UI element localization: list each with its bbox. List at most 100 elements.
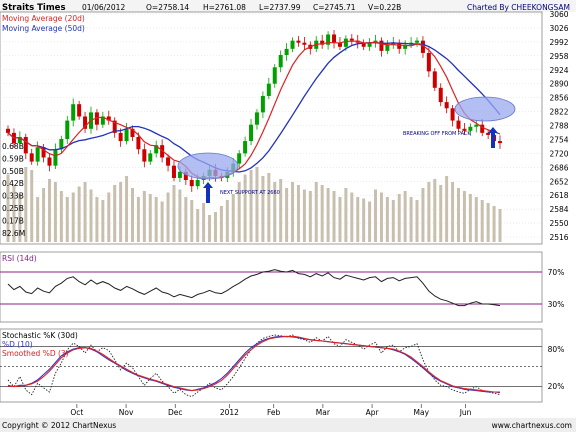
candle-body [403, 44, 408, 49]
volume-bar [202, 203, 206, 242]
volume-bar [113, 185, 117, 242]
candlesticks [6, 29, 502, 192]
candle-body [474, 124, 479, 127]
header-high: H=2761.08 [203, 3, 246, 12]
candle-body [136, 136, 141, 150]
candle-body [302, 42, 307, 45]
footer-copyright: Copyright © 2012 ChartNexus [2, 421, 116, 430]
candle-body [391, 42, 396, 45]
volume-bar [172, 185, 176, 242]
volume-bar [219, 206, 223, 242]
candle-body [154, 145, 159, 154]
candle-body [420, 40, 425, 53]
candle-body [337, 42, 342, 47]
x-tick-label: Feb [267, 408, 281, 417]
volume-bar [166, 192, 170, 242]
stochastic-smoothed-d3-line [7, 335, 500, 393]
x-tick-label: Dec [168, 408, 183, 417]
volume-bar [101, 200, 105, 242]
price-tick-label: 2924 [549, 66, 568, 75]
rsi-label-70: 70% [548, 268, 565, 277]
volume-bar [279, 179, 283, 242]
volume-bar [142, 191, 146, 242]
annotation-support: NEXT SUPPORT AT 2660 [220, 190, 280, 196]
price-tick-label: 2516 [549, 233, 568, 242]
volume-bar [267, 173, 271, 242]
rsi-panel [0, 251, 543, 323]
volume-bar [362, 198, 366, 242]
candle-body [183, 171, 188, 181]
candle-body [480, 124, 485, 133]
volume-bar [415, 200, 419, 242]
price-tick-label: 2856 [549, 94, 568, 103]
candle-body [468, 126, 473, 131]
candle-body [284, 48, 289, 55]
support-arrow-icon [203, 182, 213, 203]
candle-body [23, 136, 28, 154]
header-strip [0, 0, 576, 12]
volume-bar [374, 189, 378, 242]
volume-bar [433, 179, 437, 242]
candle-body [426, 52, 431, 72]
volume-bar [71, 192, 75, 242]
price-tick-label: 2652 [549, 177, 568, 186]
volume-bar [391, 200, 395, 242]
price-tick-label: 2754 [549, 135, 568, 144]
legend-ma20: Moving Average (20d) [2, 14, 85, 23]
volume-bar [291, 182, 295, 242]
price-tick-label: 3060 [549, 10, 568, 19]
volume-bar [107, 192, 111, 242]
volume-bar [77, 186, 81, 242]
volume-bar [119, 182, 123, 242]
volume-bar [196, 209, 200, 242]
x-tick-label: Nov [119, 408, 134, 417]
candle-body [266, 83, 271, 96]
header-low: L=2737.99 [259, 3, 301, 12]
candle-body [361, 42, 366, 47]
x-tick-label: Jun [459, 408, 472, 417]
price-y-axis: 3060 3026 2992 2958 2924 2890 2856 2822 2788 2754… [549, 10, 568, 242]
volume-bar [184, 197, 188, 242]
volume-bar [468, 194, 472, 242]
volume-bar [409, 197, 413, 242]
candle-body [35, 147, 40, 162]
volume-bar [231, 194, 235, 242]
volume-tick-label: 0.59B [2, 154, 24, 163]
volume-bar [255, 167, 259, 242]
candle-body [254, 112, 259, 125]
breakout-ellipse [454, 96, 516, 122]
candle-body [272, 67, 277, 84]
volume-tick-label: 0.17B [2, 216, 24, 225]
x-axis: Oct Nov Dec 2012 Feb Mar Apr May Jun [70, 404, 472, 417]
rsi-title: RSI (14d) [2, 254, 37, 263]
candle-body [130, 128, 135, 137]
volume-bar [296, 185, 300, 242]
volume-bar [59, 191, 63, 242]
volume-bar [403, 191, 407, 242]
price-tick-label: 2788 [549, 122, 568, 131]
volume-bar [421, 188, 425, 242]
volume-bar [350, 192, 354, 242]
volume-bar [65, 197, 69, 242]
header-close: C=2745.71 [313, 3, 356, 12]
candle-body [438, 87, 443, 103]
volume-bar [160, 201, 164, 242]
volume-bar [439, 185, 443, 242]
candle-body [450, 108, 455, 121]
volume-bar [225, 200, 229, 242]
volume-bar [474, 197, 478, 242]
volume-bar [462, 191, 466, 242]
breakout-arrow-icon [488, 127, 498, 148]
volume-bar [243, 174, 247, 242]
volume-bar [190, 200, 194, 242]
candle-body [349, 38, 354, 41]
volume-bar [24, 167, 28, 242]
volume-bar [338, 197, 342, 242]
support-ellipse [177, 152, 239, 180]
candle-body [112, 120, 117, 133]
volume-bar [125, 176, 129, 242]
stochastic-panel [0, 328, 543, 403]
volume-bar [445, 176, 449, 242]
price-tick-label: 2822 [549, 108, 568, 117]
volume-tick-label: 0.25B [2, 204, 24, 213]
